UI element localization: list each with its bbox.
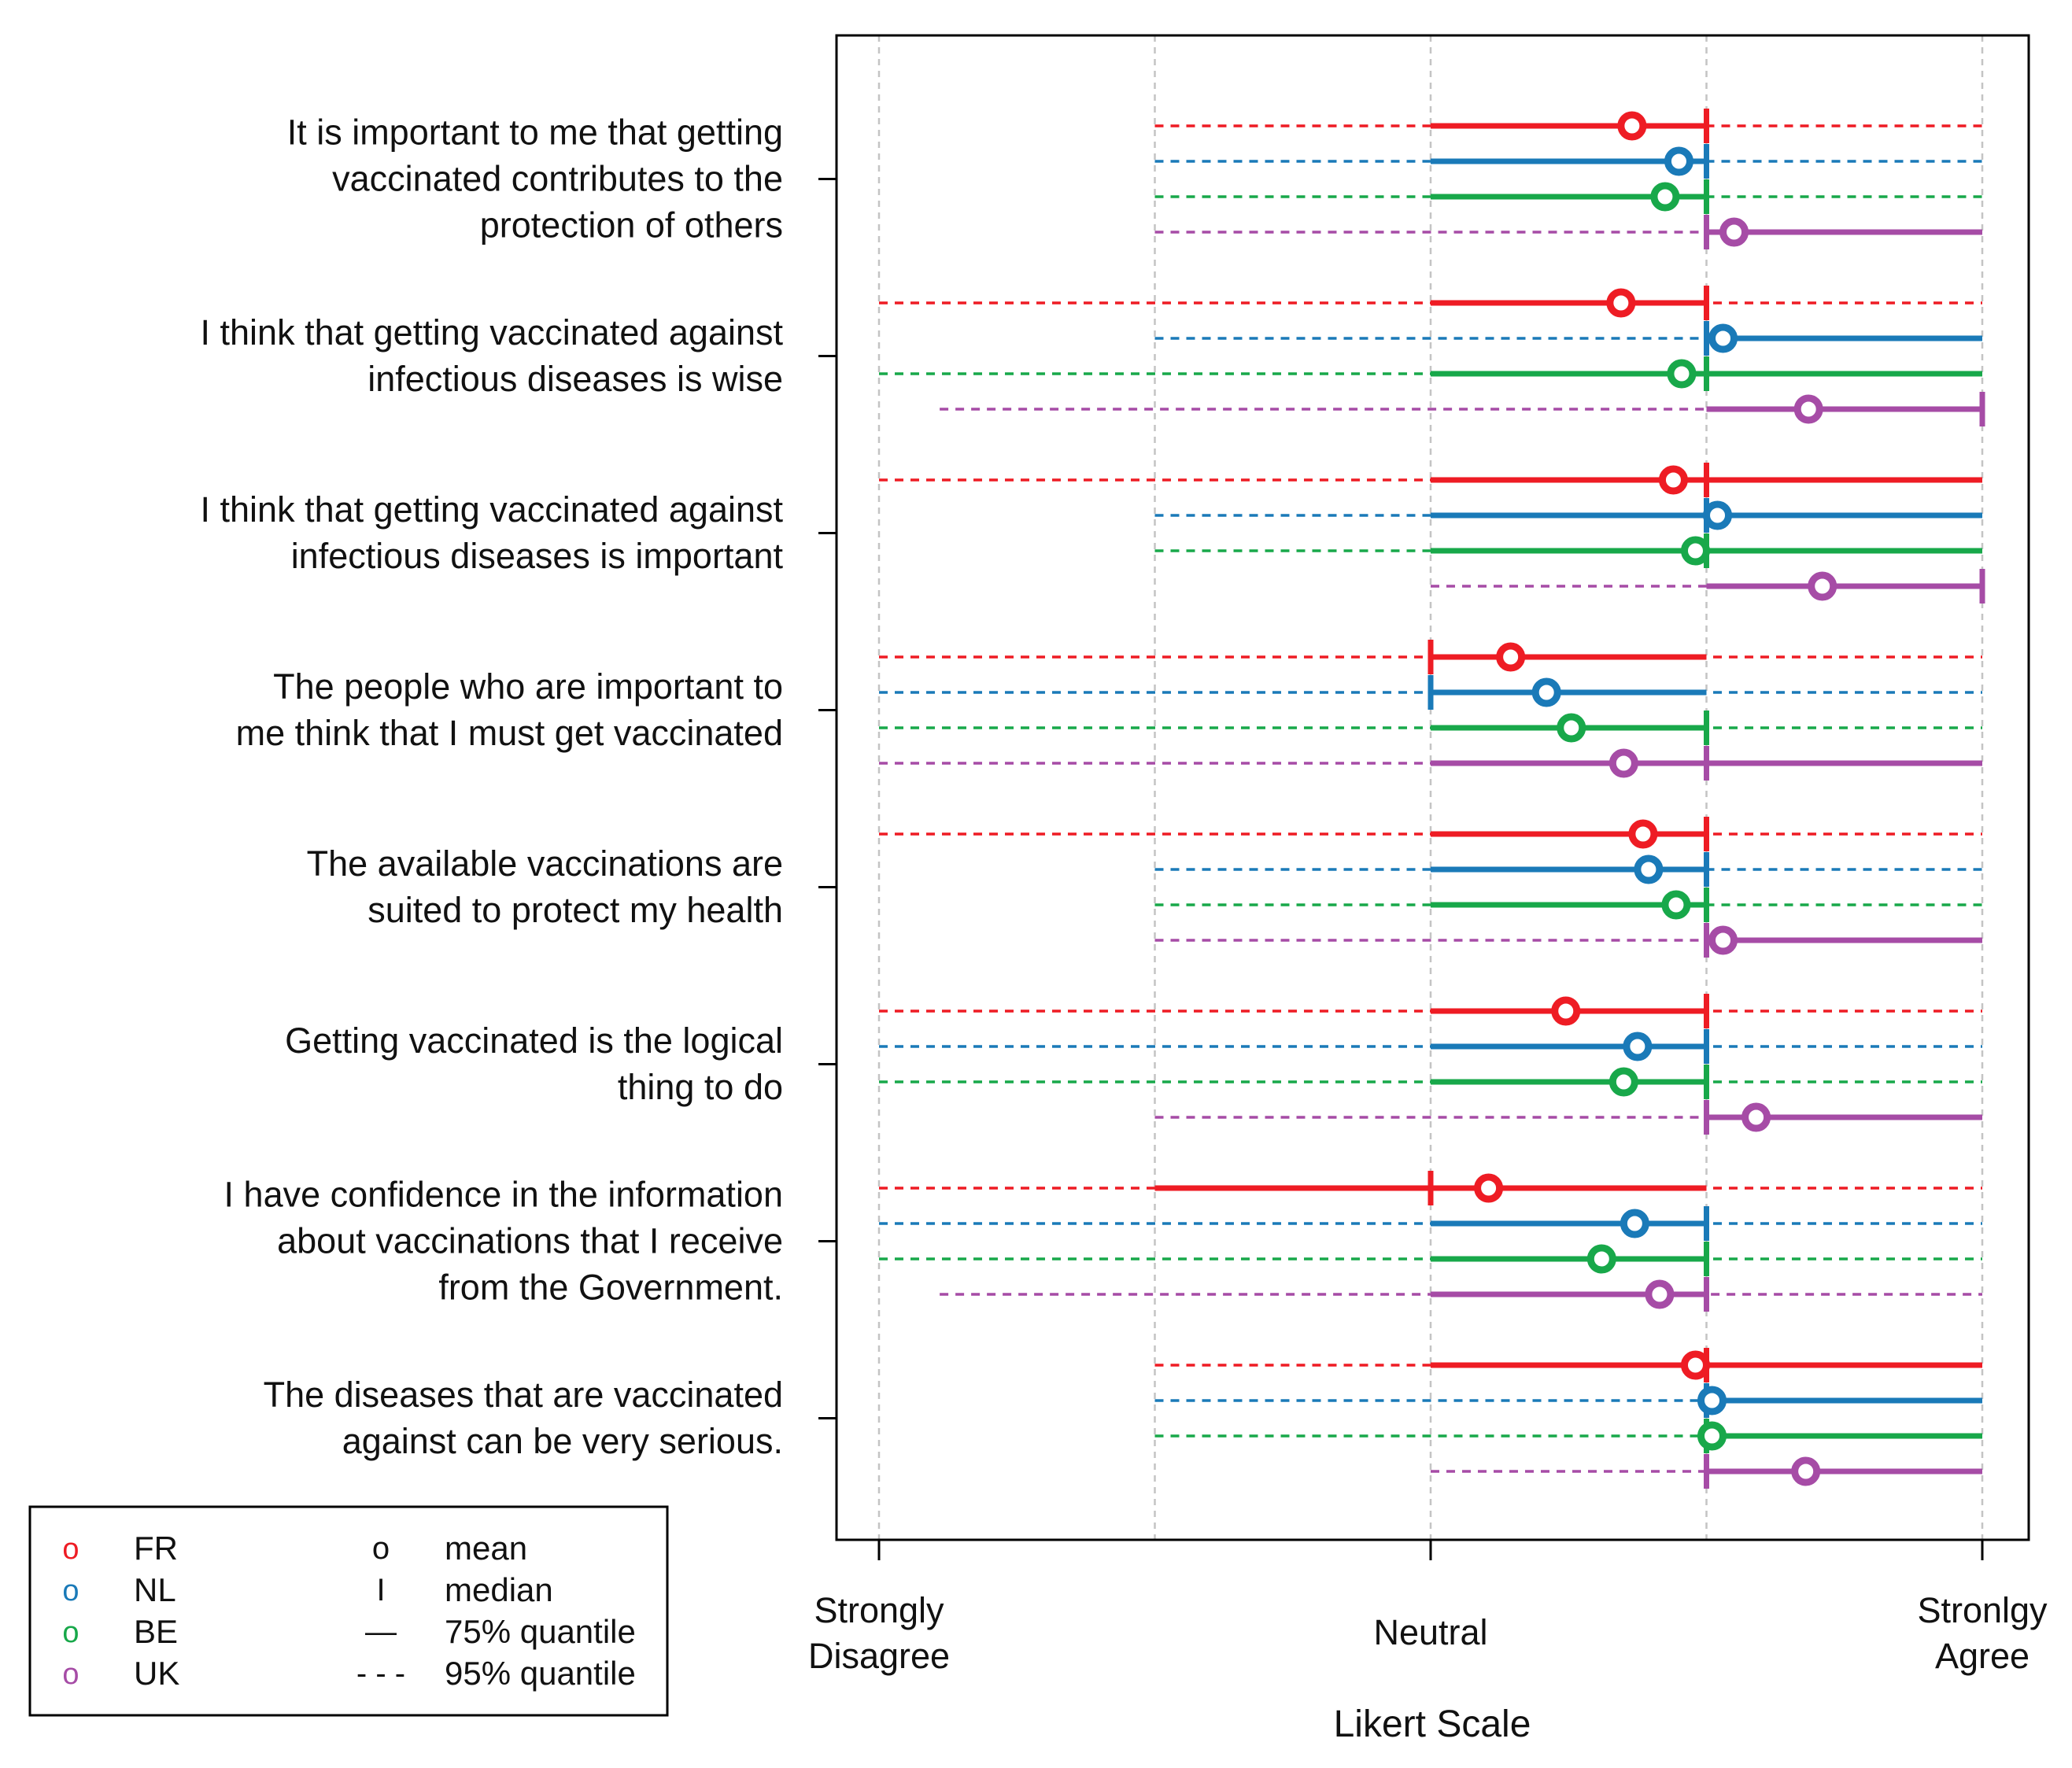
category-label: against can be very serious. (342, 1421, 783, 1461)
mean-point (1667, 359, 1697, 389)
mean-point (1623, 1032, 1653, 1061)
mean-point (1634, 854, 1664, 884)
mean-point (1650, 182, 1680, 212)
mean-point (1496, 642, 1526, 672)
category-label: infectious diseases is wise (367, 359, 783, 399)
y-axis: It is important to me that getting vaccin… (201, 113, 837, 1461)
mean-point (1697, 1386, 1727, 1416)
x-tick-label: Agree (1935, 1636, 2030, 1676)
gridlines (877, 35, 1984, 1540)
legend-country-label: FR (134, 1530, 178, 1567)
legend-key-label: median (445, 1571, 553, 1608)
category-label: The people who are important to (273, 666, 783, 707)
x-tick-label: Stronlgy (1917, 1590, 2048, 1630)
category-label: me think that I must get vaccinated (236, 713, 783, 753)
item-group (879, 286, 1985, 426)
mean-point (1658, 465, 1688, 495)
legend-key-symbol: I (376, 1573, 385, 1607)
category-label: The available vaccinations are (307, 843, 783, 884)
category-label: I think that getting vaccinated against (201, 489, 784, 530)
category-label: vaccinated contributes to the (332, 159, 783, 199)
mean-point (1697, 1421, 1727, 1451)
legend-key-label: mean (445, 1530, 527, 1567)
mean-point (1680, 536, 1710, 566)
legend-country-symbol: o (62, 1533, 79, 1566)
mean-point (1557, 713, 1586, 743)
category-label: Getting vaccinated is the logical (285, 1021, 783, 1061)
mean-point (1680, 1350, 1710, 1380)
legend-frame (28, 1505, 669, 1717)
legend-country-symbol: o (62, 1658, 79, 1691)
mean-point (1474, 1173, 1504, 1203)
legend-key-label: 75% quantile (445, 1613, 636, 1650)
category-label: infectious diseases is important (291, 536, 784, 576)
mean-point (1741, 1102, 1771, 1132)
x-tick-label: Strongly (814, 1590, 944, 1630)
mean-point (1628, 819, 1658, 849)
item-group (879, 640, 1982, 781)
mean-point (1661, 890, 1691, 920)
legend-country-symbol: o (62, 1574, 79, 1607)
x-axis-title: Likert Scale (1334, 1703, 1531, 1745)
category-label: I have confidence in the information (224, 1175, 783, 1215)
legend-key-symbol: o (372, 1531, 390, 1566)
legend-country-symbol: o (62, 1616, 79, 1649)
mean-point (1645, 1279, 1675, 1309)
category-label: suited to protect my health (367, 890, 783, 930)
legend-country-label: NL (134, 1571, 176, 1608)
item-group (879, 1171, 1982, 1312)
mean-point (1793, 394, 1823, 424)
x-tick-label: Neutral (1373, 1612, 1487, 1652)
category-label: I think that getting vaccinated against (201, 312, 784, 352)
mean-point (1551, 996, 1581, 1026)
category-label: thing to do (618, 1067, 783, 1107)
mean-point (1708, 323, 1738, 353)
mean-point (1620, 1209, 1649, 1238)
category-label: from the Government. (438, 1268, 783, 1308)
item-group (879, 463, 1985, 603)
item-group (1154, 1348, 1982, 1489)
legend-country-label: BE (134, 1613, 178, 1650)
category-label: The diseases that are vaccinated (264, 1375, 783, 1415)
legend-key-label: 95% quantile (445, 1655, 636, 1692)
category-label: It is important to me that getting (287, 113, 783, 153)
item-group (1154, 109, 1982, 249)
mean-point (1608, 748, 1638, 778)
mean-point (1791, 1456, 1821, 1486)
mean-point (1703, 500, 1733, 530)
mean-point (1586, 1244, 1616, 1274)
mean-point (1664, 146, 1693, 176)
legend-country-label: UK (134, 1655, 179, 1692)
mean-point (1531, 677, 1561, 707)
item-group (879, 817, 1982, 958)
x-tick-label: Disagree (808, 1636, 950, 1676)
category-label: about vaccinations that I receive (277, 1221, 783, 1261)
legend: o FR o NL o BE o UK o mean I median — 75% quantile - -… (28, 1505, 669, 1717)
legend-key-symbol: — (365, 1615, 397, 1649)
mean-point (1606, 288, 1636, 318)
mean-point (1608, 1067, 1638, 1097)
category-label: protection of others (480, 205, 783, 245)
mean-point (1617, 111, 1647, 141)
mean-point (1719, 217, 1749, 247)
data-marks (879, 109, 1985, 1489)
item-group (879, 994, 1982, 1135)
x-axis: Strongly Disagree Neutral Stronlgy Agree (808, 1540, 2048, 1676)
mean-point (1708, 925, 1738, 955)
mean-point (1808, 571, 1837, 601)
legend-key-symbol: - - - (356, 1656, 405, 1691)
plot-frame (835, 34, 2030, 1541)
